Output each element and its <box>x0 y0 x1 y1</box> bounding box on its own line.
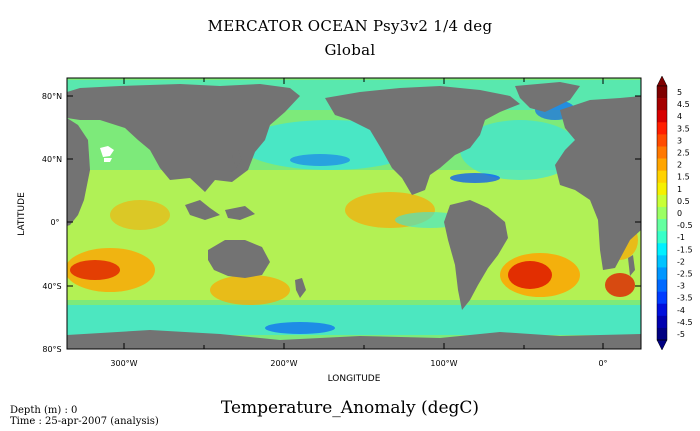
colorbar-swatch <box>657 315 667 329</box>
sea-ice <box>100 146 114 162</box>
colorbar-swatch <box>657 146 667 159</box>
colorbar-label: -5 <box>677 330 685 339</box>
colorbar-label: 0 <box>677 209 682 218</box>
colorbar-swatch <box>657 170 667 184</box>
colorbar-swatch <box>657 134 667 147</box>
map-frame <box>66 77 642 350</box>
latitude-axis: 80°N 40°N 0° 40°S 80°S LATITUDE <box>17 92 641 354</box>
plot-title: MERCATOR OCEAN Psy3v2 1/4 deg <box>207 17 493 35</box>
colorbar-swatch <box>657 206 667 220</box>
colorbar-label: -2 <box>677 257 685 266</box>
colorbar-swatch <box>657 243 667 256</box>
lat-tick-0: 0° <box>50 218 59 227</box>
colorbar-label: 1.5 <box>677 173 690 182</box>
colorbar-label: 3.5 <box>677 124 690 133</box>
lon-tick-200w: 200°W <box>270 359 297 368</box>
colorbar-label: -1 <box>677 233 685 242</box>
colorbar-label: 1 <box>677 185 682 194</box>
colorbar-swatch <box>657 267 667 280</box>
colorbar-label: 2 <box>677 161 682 170</box>
colorbar-min-arrow <box>656 339 668 351</box>
colorbar-swatch <box>657 122 667 135</box>
colorbar-label: -4 <box>677 306 685 315</box>
colorbar-swatch <box>657 194 667 208</box>
colorbar-label: -4.5 <box>677 318 693 327</box>
lat-tick-80n: 80°N <box>42 92 62 101</box>
colorbar-label: 5 <box>677 88 682 97</box>
colorbar-label: 2.5 <box>677 149 690 158</box>
colorbar-swatch <box>657 158 667 171</box>
plot-subtitle: Global <box>324 41 376 59</box>
time-label: Time : 25-apr-2007 (analysis) <box>10 416 159 427</box>
temperature-anomaly-field <box>67 80 641 335</box>
lat-tick-40n: 40°N <box>42 155 62 164</box>
colorbar-label: -1.5 <box>677 245 693 254</box>
colorbar-swatch <box>657 327 667 341</box>
lat-tick-40s: 40°S <box>42 282 61 291</box>
longitude-axis-title: LONGITUDE <box>328 374 381 384</box>
colorbar-swatch <box>657 219 667 232</box>
colorbar-label: -0.5 <box>677 221 693 230</box>
colorbar-swatch <box>657 291 667 305</box>
colorbar-swatch <box>657 98 667 111</box>
colorbar-label: 4.5 <box>677 100 690 109</box>
colorbar-label: -2.5 <box>677 269 693 278</box>
colorbar-label: 0.5 <box>677 197 690 206</box>
colorbar-label: -3.5 <box>677 294 693 303</box>
colorbar-swatch <box>657 279 667 292</box>
variable-title: Temperature_Anomaly (degC) <box>220 398 480 418</box>
depth-label: Depth (m) : 0 <box>10 405 78 416</box>
colorbar-swatch <box>657 110 667 123</box>
colorbar-swatch <box>657 303 667 317</box>
lon-tick-100w: 100°W <box>430 359 457 368</box>
colorbar-swatch <box>657 182 667 196</box>
landmasses <box>67 82 641 349</box>
colorbar-label: -3 <box>677 282 685 291</box>
lat-tick-80s: 80°S <box>42 345 61 354</box>
colorbar-label: 4 <box>677 112 682 121</box>
colorbar-max-arrow <box>656 75 668 87</box>
colorbar: 5 4.5 4 3.5 3 2.5 2 1.5 1 0.5 0 -0.5 -1 -1.5 -2 -2.5 -3 -… <box>656 75 693 351</box>
longitude-axis: 300°W 200°W 100°W 0° LONGITUDE <box>110 78 608 384</box>
colorbar-swatch <box>657 86 667 99</box>
colorbar-swatch <box>657 231 667 244</box>
colorbar-swatch <box>657 255 667 268</box>
latitude-axis-title: LATITUDE <box>17 192 27 236</box>
colorbar-frame <box>656 85 668 341</box>
lon-tick-0: 0° <box>598 359 607 368</box>
colorbar-label: 3 <box>677 136 682 145</box>
lon-tick-300w: 300°W <box>110 359 137 368</box>
